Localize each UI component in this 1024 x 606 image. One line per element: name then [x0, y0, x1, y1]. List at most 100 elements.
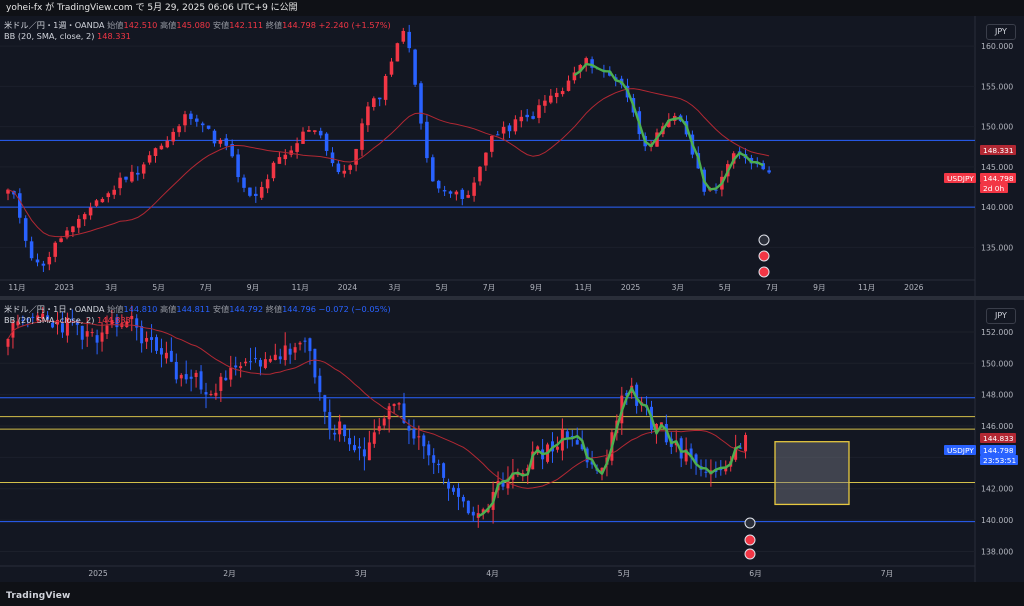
- candle-body: [572, 72, 577, 81]
- candle-body: [484, 152, 488, 166]
- price-badge-bb: [980, 145, 1016, 155]
- candle-body: [425, 121, 429, 159]
- candle-body: [460, 189, 465, 199]
- candle-body: [372, 98, 376, 108]
- candle-body: [313, 348, 317, 378]
- candle-body: [584, 58, 588, 65]
- price-badge-label: 23:53:51: [983, 456, 1016, 465]
- candle-body: [230, 144, 234, 157]
- candle-body: [206, 125, 211, 129]
- candle-body: [454, 191, 459, 195]
- candle-body: [36, 315, 40, 321]
- candle-body: [684, 449, 688, 462]
- candle-body: [77, 218, 81, 228]
- candle-body: [159, 145, 164, 150]
- candle-body: [472, 182, 476, 196]
- weekly-chart-canvas[interactable]: 160.000 155.000 150.000 145.000 140.000 135.0…: [0, 16, 1024, 296]
- candle-body: [130, 171, 134, 182]
- daily-bb-value: 144.833: [97, 315, 131, 325]
- candle-body: [277, 157, 282, 164]
- weekly-currency-button[interactable]: JPY: [986, 24, 1016, 40]
- candle-body: [543, 100, 547, 106]
- candle-body: [105, 325, 109, 334]
- candle-body: [106, 193, 111, 198]
- candle-body: [481, 509, 485, 513]
- candle-body: [265, 179, 270, 189]
- candle-body: [155, 337, 158, 351]
- tradingview-logo: TradingView: [6, 591, 71, 601]
- price-badge-symbol: [944, 173, 976, 183]
- candle-body: [229, 367, 233, 380]
- candle-body: [600, 467, 604, 472]
- x-tick-label: 7月: [483, 283, 495, 292]
- candle-body: [295, 143, 299, 152]
- candle-body: [90, 332, 94, 334]
- candle-body: [147, 155, 152, 163]
- candle-body: [367, 442, 371, 461]
- candle-body: [436, 180, 441, 189]
- daily-chart-canvas[interactable]: 152.000150.000148.000146.000144.000142.0…: [0, 300, 1024, 582]
- y-tick-label: 150.000: [981, 359, 1013, 368]
- candle-body: [110, 320, 114, 325]
- publisher-text: yohei-fx が TradingView.com で 5月 29, 2025…: [6, 3, 298, 13]
- weekly-symbol-line: 米ドル／円・1週・OANDA: [4, 20, 105, 30]
- daily-open-label: 始値: [107, 304, 124, 314]
- candle-body: [565, 431, 569, 439]
- daily-high-label: 高値: [159, 304, 177, 314]
- candle-body: [199, 371, 203, 390]
- candle-body: [115, 317, 119, 328]
- wave-drawing: [573, 62, 764, 191]
- candle-body: [318, 375, 322, 393]
- candle-body: [153, 148, 158, 156]
- candle-body: [268, 358, 272, 362]
- candle-body: [566, 80, 571, 91]
- candle-body: [734, 447, 738, 460]
- candle-body: [189, 113, 193, 120]
- candle-body: [714, 189, 718, 191]
- candle-body: [94, 200, 99, 206]
- candle-body: [100, 332, 104, 342]
- daily-currency-button[interactable]: JPY: [986, 308, 1016, 324]
- daily-chart-panel[interactable]: 米ドル／円・1日・OANDA 始値144.810 高値144.811 安値144…: [0, 300, 1024, 582]
- x-tick-label: 5月: [152, 283, 164, 292]
- weekly-chart-panel[interactable]: 米ドル／円・1週・OANDA 始値142.510 高値145.080 安値142…: [0, 16, 1024, 296]
- candle-body: [442, 190, 447, 192]
- candle-body: [46, 315, 50, 320]
- candle-body: [382, 418, 386, 426]
- candle-body: [60, 323, 64, 333]
- candle-body: [254, 193, 258, 196]
- candle-body: [427, 444, 431, 456]
- price-badge-countdown: [980, 455, 1018, 465]
- y-tick-label: 152.000: [981, 328, 1013, 337]
- x-tick-label: 11月: [858, 283, 875, 292]
- candle-body: [183, 114, 187, 126]
- candle-body: [372, 432, 376, 444]
- candle-body: [531, 451, 535, 470]
- candle-body: [184, 374, 188, 380]
- candle-body: [218, 139, 223, 144]
- candle-body: [82, 214, 87, 220]
- candle-body: [307, 129, 311, 132]
- candle-body: [6, 189, 10, 194]
- candle-body: [130, 315, 134, 320]
- bb-middle-line: [7, 88, 770, 238]
- daily-low-label: 安値: [212, 304, 230, 314]
- candle-body: [387, 406, 391, 420]
- candle-body: [338, 421, 342, 435]
- y-tick-label: 145.000: [981, 163, 1013, 172]
- candle-body: [71, 226, 75, 233]
- candle-body: [298, 342, 302, 345]
- price-badge-bb: [980, 433, 1016, 443]
- y-tick-label: 135.000: [981, 243, 1013, 252]
- panel-divider[interactable]: [0, 296, 1024, 300]
- candle-body: [575, 440, 579, 445]
- candle-body: [26, 318, 30, 320]
- weekly-bb-label: BB (20, SMA, close, 2): [4, 31, 95, 41]
- candle-body: [249, 361, 253, 363]
- candle-body: [448, 191, 453, 194]
- candle-body: [739, 447, 743, 449]
- daily-bb-label: BB (20, SMA, close, 2): [4, 315, 95, 325]
- candle-body: [239, 366, 243, 369]
- candle-body: [389, 61, 394, 75]
- candle-body: [471, 511, 475, 516]
